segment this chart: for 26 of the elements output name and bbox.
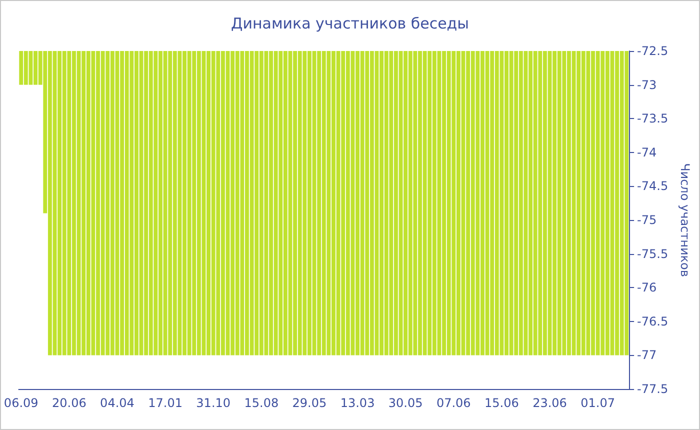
y2-tick-label: -73.5: [637, 112, 668, 126]
x-tick-label: 06.09: [4, 396, 38, 410]
y2-axis-title: Число участников: [678, 163, 692, 277]
x-tick-label: 15.08: [244, 396, 279, 410]
y2-tick-label: -77: [637, 348, 657, 362]
x-tick-label: 15.06: [484, 396, 519, 410]
x-tick-label: 23.06: [532, 396, 567, 410]
x-tick-label: 01.07: [580, 396, 615, 410]
y2-tick-label: -75.5: [637, 246, 668, 261]
x-tick-label: 07.06: [436, 396, 471, 410]
x-tick-label: 31.10: [196, 396, 231, 410]
y2-tick-label: -74: [637, 145, 657, 160]
y2-tick-label: -74.5: [637, 179, 668, 194]
y2-tick-label: -76: [637, 280, 657, 295]
x-tick-label: 17.01: [148, 396, 182, 410]
y2-tick-label: -75: [637, 213, 657, 227]
x-tick-label: 13.03: [340, 396, 375, 410]
x-tick-label: 29.05: [292, 396, 327, 410]
x-tick-label: 04.04: [100, 396, 134, 410]
y2-tick-label: -72.5: [637, 44, 668, 58]
chart-title: Динамика участников беседы: [230, 14, 470, 32]
x-tick-label: 20.06: [52, 396, 86, 410]
y2-tick-label: -73: [637, 78, 657, 92]
x-tick-label: 30.05: [388, 396, 423, 410]
y2-tick-label: -77.5: [637, 382, 668, 396]
y2-tick-label: -76.5: [637, 314, 668, 328]
